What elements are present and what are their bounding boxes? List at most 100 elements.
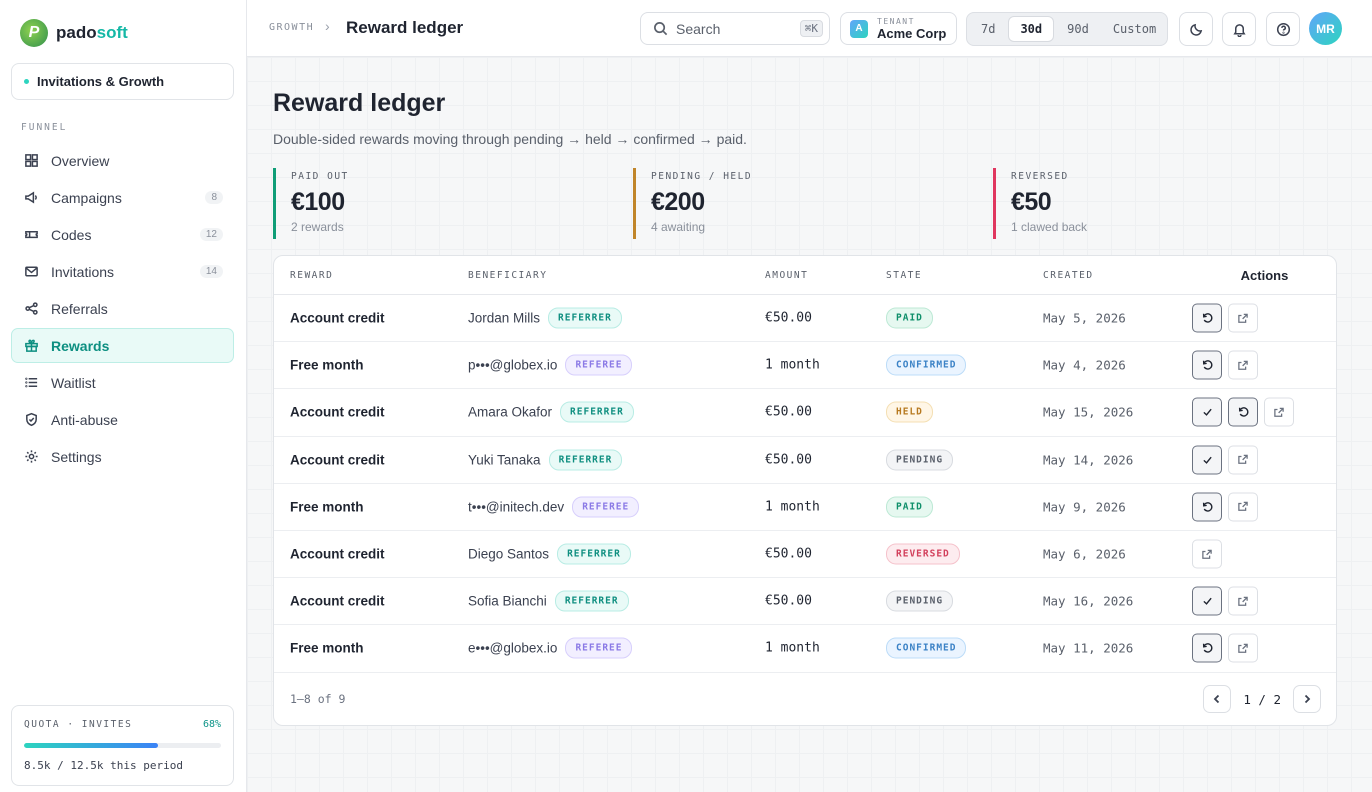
sidebar-item-rewards[interactable]: Rewards <box>11 328 234 363</box>
undo-button[interactable] <box>1192 303 1222 333</box>
range-option-7d[interactable]: 7d <box>981 22 996 36</box>
beneficiary-name[interactable]: Sofia Bianchi <box>468 593 547 609</box>
sidebar-item-label: Referrals <box>51 300 108 317</box>
search-box[interactable]: ⌘K <box>640 12 830 45</box>
previous-page-button[interactable] <box>1203 685 1232 713</box>
beneficiary: Sofia Bianchi REFERRER <box>468 590 629 612</box>
beneficiary-name[interactable]: Diego Santos <box>468 546 550 562</box>
amount: €50.00 <box>765 404 812 420</box>
beneficiary-name[interactable]: Yuki Tanaka <box>468 452 541 468</box>
undo-button[interactable] <box>1192 492 1222 522</box>
undo-icon <box>1202 643 1212 654</box>
stat-label: REVERSED <box>1011 171 1069 182</box>
breadcrumb-parent[interactable]: GROWTH <box>269 22 315 33</box>
row-actions <box>1192 539 1336 569</box>
column-header-beneficiary[interactable]: BENEFICIARY <box>468 269 548 281</box>
table-row[interactable]: Free month e•••@globex.io REFEREE 1 month CO… <box>274 625 1336 673</box>
stat-note: 4 awaiting <box>651 220 706 234</box>
beneficiary: Jordan Mills REFERRER <box>468 307 622 329</box>
role-badge: REFERRER <box>548 449 623 471</box>
help-button[interactable] <box>1266 12 1300 46</box>
next-page-button[interactable] <box>1293 685 1321 713</box>
approve-button[interactable] <box>1192 397 1222 427</box>
sidebar-item-label: Invitations <box>51 263 115 280</box>
sidebar-item-referrals[interactable]: Referrals <box>11 291 234 326</box>
column-header-amount[interactable]: AMOUNT <box>765 269 809 281</box>
stat-reversed: REVERSED €50 1 clawed back <box>993 168 1353 239</box>
undo-button[interactable] <box>1192 350 1222 380</box>
state-badge: PAID <box>886 496 933 518</box>
column-header-reward[interactable]: REWARD <box>290 269 334 281</box>
table-row[interactable]: Free month t•••@initech.dev REFEREE 1 month… <box>274 484 1336 531</box>
sidebar-item-label: Waitlist <box>51 374 96 391</box>
state-cell: PENDING <box>886 590 954 612</box>
approve-button[interactable] <box>1192 445 1222 475</box>
ledger-table: REWARD BENEFICIARY AMOUNT STATE CREATED … <box>273 255 1337 726</box>
stats-row: PAID OUT €100 2 rewards PENDING / HELD €200 4… <box>273 168 1353 239</box>
open-button[interactable] <box>1228 586 1258 616</box>
beneficiary-name[interactable]: e•••@globex.io <box>468 640 558 656</box>
table-row[interactable]: Account credit Yuki Tanaka REFERRER €50.00 P… <box>274 437 1336 484</box>
sidebar-item-count: 14 <box>199 265 223 278</box>
sidebar-item-anti-abuse[interactable]: Anti-abuse <box>11 402 234 437</box>
reward-type: Free month <box>290 499 364 515</box>
external-link-icon <box>1238 596 1248 606</box>
open-button[interactable] <box>1228 350 1258 380</box>
range-option-90d[interactable]: 90d <box>1067 22 1089 36</box>
undo-button[interactable] <box>1192 633 1222 663</box>
table-row[interactable]: Account credit Jordan Mills REFERRER €50.00… <box>274 295 1336 343</box>
table-row[interactable]: Account credit Diego Santos REFERRER €50.00… <box>274 531 1336 579</box>
brand[interactable]: P padosoft <box>20 18 128 48</box>
chevron-right-icon <box>1304 694 1311 704</box>
sidebar-item-waitlist[interactable]: Waitlist <box>11 365 234 400</box>
sidebar-item-invitations[interactable]: Invitations 14 <box>11 254 234 289</box>
beneficiary-name[interactable]: p•••@globex.io <box>468 357 558 373</box>
undo-button[interactable] <box>1228 397 1258 427</box>
sidebar-item-codes[interactable]: Codes 12 <box>11 217 234 252</box>
state-cell: REVERSED <box>886 543 960 565</box>
created-date: May 11, 2026 <box>1043 640 1134 656</box>
user-avatar[interactable]: MR <box>1309 12 1342 45</box>
range-option-30d[interactable]: 30d <box>1008 16 1055 42</box>
quota-usage-text: 8.5k / 12.5k this period <box>24 759 183 772</box>
column-header-state[interactable]: STATE <box>886 269 923 281</box>
notifications-button[interactable] <box>1222 12 1256 46</box>
table-row[interactable]: Free month p•••@globex.io REFEREE 1 month CO… <box>274 342 1336 390</box>
state-badge: PENDING <box>886 449 954 471</box>
role-badge: REFEREE <box>565 354 633 376</box>
open-button[interactable] <box>1264 397 1294 427</box>
open-button[interactable] <box>1228 633 1258 663</box>
theme-toggle-button[interactable] <box>1179 12 1213 46</box>
sidebar-item-count: 8 <box>205 191 223 204</box>
nav-section-label: FUNNEL <box>21 122 68 133</box>
sidebar-item-label: Settings <box>51 448 102 465</box>
table-row[interactable]: Account credit Amara Okafor REFERRER €50.00… <box>274 389 1336 437</box>
tenant-switcher[interactable]: A TENANT Acme Corp <box>840 12 957 45</box>
open-button[interactable] <box>1228 445 1258 475</box>
open-button[interactable] <box>1228 492 1258 522</box>
beneficiary-name[interactable]: t•••@initech.dev <box>468 499 565 515</box>
column-header-created[interactable]: CREATED <box>1043 269 1094 281</box>
beneficiary-name[interactable]: Jordan Mills <box>468 310 541 326</box>
reward-type: Free month <box>290 640 364 656</box>
open-button[interactable] <box>1228 303 1258 333</box>
workspace-switcher[interactable]: Invitations & Growth <box>11 63 234 100</box>
table-row[interactable]: Account credit Sofia Bianchi REFERRER €50.0… <box>274 578 1336 626</box>
beneficiary-name[interactable]: Amara Okafor <box>468 404 553 420</box>
stat-value: €50 <box>1011 188 1052 216</box>
gear-icon <box>24 449 39 464</box>
brand-name-main: pado <box>56 23 97 42</box>
approve-button[interactable] <box>1192 586 1222 616</box>
open-button[interactable] <box>1192 539 1222 569</box>
quota-progress-bar <box>24 743 221 748</box>
brand-name: padosoft <box>56 23 128 43</box>
chevron-left-icon <box>1214 694 1220 704</box>
megaphone-icon <box>24 190 39 205</box>
sidebar-item-settings[interactable]: Settings <box>11 439 234 474</box>
reward-type: Free month <box>290 357 364 373</box>
sidebar-item-campaigns[interactable]: Campaigns 8 <box>11 180 234 215</box>
range-option-custom[interactable]: Custom <box>1112 22 1157 36</box>
quota-card: QUOTA · INVITES 68% 8.5k / 12.5k this pe… <box>11 705 234 786</box>
sidebar-item-overview[interactable]: Overview <box>11 143 234 178</box>
search-input[interactable] <box>676 20 776 37</box>
